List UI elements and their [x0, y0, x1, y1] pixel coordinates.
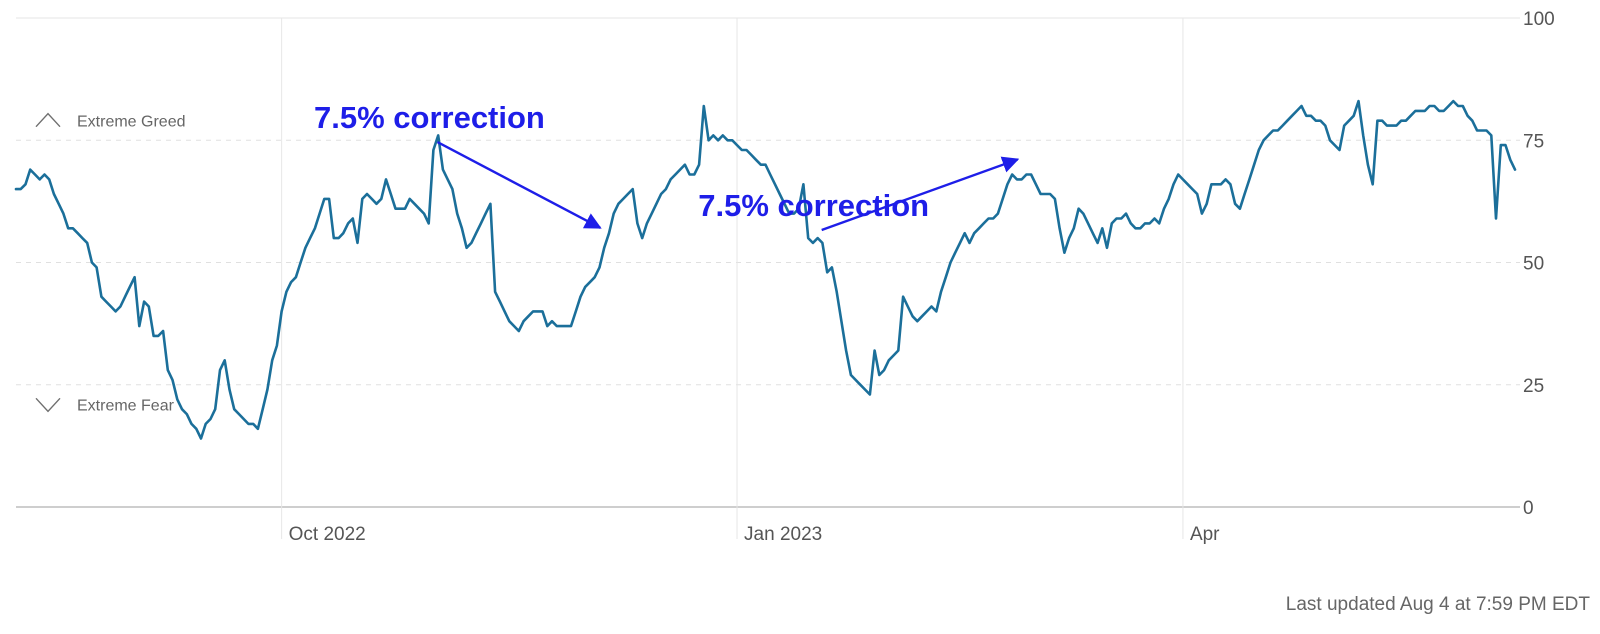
y-tick-label: 100: [1523, 9, 1555, 30]
gridlines: [16, 17, 1520, 539]
series-line: [14, 99, 1517, 440]
annotations: 7.5% correction 7.5% correction: [314, 100, 1020, 232]
zone-labels: Extreme Greed Extreme Fear: [35, 112, 185, 414]
x-tick-label: Oct 2022: [289, 524, 366, 545]
annotation-label: 7.5% correction: [698, 188, 929, 223]
chevron-down-icon: [35, 397, 61, 413]
y-tick-label: 0: [1523, 498, 1534, 519]
y-tick-label: 25: [1523, 376, 1544, 397]
y-tick-label: 75: [1523, 131, 1544, 152]
zone-label-greed: Extreme Greed: [77, 114, 185, 131]
x-tick-label: Jan 2023: [744, 524, 822, 545]
annotation-arrow: [436, 140, 602, 229]
annotation-label: 7.5% correction: [314, 100, 545, 135]
annotation-arrow: [821, 156, 1020, 232]
series-layer: [14, 99, 1517, 440]
chevron-up-icon: [35, 112, 61, 128]
zone-label-fear: Extreme Fear: [77, 397, 175, 414]
last-updated: Last updated Aug 4 at 7:59 PM EDT: [1286, 594, 1591, 615]
x-tick-label: Apr: [1190, 524, 1220, 545]
y-tick-label: 50: [1523, 254, 1544, 275]
